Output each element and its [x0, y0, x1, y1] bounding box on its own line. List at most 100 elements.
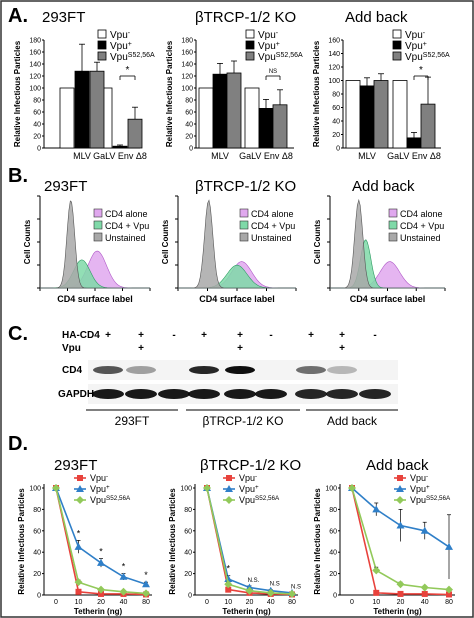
histogram-peak: [330, 198, 445, 289]
legend-swatch: [93, 232, 103, 242]
bar: [89, 70, 105, 149]
y-axis-label: Relative Infectious Particles: [17, 488, 26, 595]
data-point: [348, 484, 356, 492]
gapdh-band: [359, 389, 391, 399]
legend-label: CD4 alone: [105, 209, 148, 219]
panel-letter-c: C.: [8, 323, 28, 345]
blot-group-label: 293FT: [115, 414, 150, 428]
data-point: [396, 580, 405, 589]
gapdh-band: [158, 389, 190, 399]
legend-swatch: [388, 232, 398, 242]
legend-label: CD4 + Vpu: [251, 221, 295, 231]
legend-label: Vpu+: [258, 41, 280, 53]
y-tick-label: 100: [29, 86, 41, 93]
data-point: [97, 585, 105, 594]
data-point: [373, 589, 380, 596]
y-tick-label: 120: [328, 65, 340, 72]
legend-label: Unstained: [400, 233, 441, 243]
x-axis-label: Tetherin (ng): [373, 607, 422, 616]
legend-swatch: [245, 40, 255, 50]
significance-label: *: [122, 562, 126, 572]
bar: [258, 108, 274, 149]
legend-marker: [226, 475, 232, 481]
legend-marker: [76, 485, 84, 492]
category-label: MLV: [73, 151, 91, 161]
panel-letter-d: D.: [8, 433, 28, 455]
blot-lane-mark: +: [339, 330, 345, 341]
x-axis-label: CD4 surface label: [199, 294, 275, 304]
western-blot: HA-CD4 Vpu + + - + + - + + - + + + CD4 GAPDH 293FT βTRCP-…: [58, 330, 398, 428]
y-tick-label: 40: [33, 122, 41, 129]
x-tick-label: 20: [397, 599, 405, 606]
bar: [112, 145, 128, 149]
bar: [406, 137, 422, 149]
legend-label: VpuS52,56A: [239, 495, 280, 506]
blot-group-label: βTRCP-1/2 KO: [203, 414, 284, 428]
legend-label: Vpu+: [239, 484, 259, 495]
significance-label: *: [419, 65, 423, 76]
y-tick-label: 60: [33, 110, 41, 117]
legend-swatch: [93, 208, 103, 218]
y-tick-label: 60: [184, 528, 192, 535]
blot-lane-mark: +: [237, 343, 243, 354]
legend-swatch: [97, 40, 107, 50]
y-tick-label: 20: [332, 132, 340, 139]
legend-label: VpuS52,56A: [258, 52, 303, 64]
cd4-band: [296, 366, 326, 374]
panel-b-title-293ft: 293FT: [44, 178, 87, 195]
bar: [244, 87, 260, 149]
legend-label: CD4 + Vpu: [105, 221, 149, 231]
blot-lane-mark: +: [105, 330, 111, 341]
legend-label: VpuS52,56A: [90, 495, 131, 506]
legend-label: Vpu+: [405, 41, 427, 53]
legend-label: VpuS52,56A: [405, 52, 450, 64]
y-axis-label: Relative Infectious Particles: [13, 40, 22, 147]
category-label: GaLV Env Δ8: [387, 151, 441, 161]
gapdh-band: [224, 389, 256, 399]
bar: [373, 80, 389, 149]
data-point: [245, 586, 254, 595]
y-tick-label: 100: [328, 78, 340, 85]
x-tick-label: 80: [445, 599, 453, 606]
y-tick-label: 40: [184, 550, 192, 557]
y-tick-label: 40: [332, 119, 340, 126]
significance-label: NS: [269, 69, 277, 75]
legend-swatch: [93, 220, 103, 230]
legend-label: Unstained: [105, 233, 146, 243]
x-tick-label: 40: [421, 599, 429, 606]
blot-row-label: HA-CD4: [62, 330, 100, 341]
x-axis-label: CD4 surface label: [350, 294, 426, 304]
line-chart-3: 0 20 40 60 80 100 0 10 20 40 80 Tetherin (ng) Relati…: [313, 473, 455, 616]
panel-a-title-btrcp-ko: βTRCP-1/2 KO: [195, 9, 296, 26]
y-tick-label: 80: [33, 507, 41, 514]
data-point: [420, 583, 429, 592]
bar: [59, 87, 75, 149]
legend-label: Vpu-: [90, 473, 108, 484]
y-tick-label: 20: [184, 571, 192, 578]
y-axis-label: Relative Infectious Particles: [313, 488, 322, 595]
panel-d-title-293ft: 293FT: [54, 457, 97, 474]
significance-label: *: [126, 65, 130, 76]
legend-marker: [396, 485, 404, 492]
blot-lane-mark: +: [308, 330, 314, 341]
y-tick-label: 80: [33, 98, 41, 105]
y-axis-label: Cell Counts: [23, 219, 32, 264]
legend-swatch: [97, 51, 107, 61]
y-tick-label: 80: [332, 92, 340, 99]
y-tick-label: 0: [189, 146, 193, 153]
cd4-band: [225, 366, 255, 374]
category-label: MLV: [211, 151, 229, 161]
legend-label: Vpu-: [410, 473, 428, 484]
y-tick-label: 140: [181, 62, 193, 69]
bar: [74, 70, 90, 149]
y-tick-label: 80: [184, 507, 192, 514]
legend-label: Vpu-: [405, 30, 426, 42]
legend-swatch: [239, 208, 249, 218]
legend-swatch: [239, 220, 249, 230]
band-label: CD4: [62, 365, 82, 376]
y-tick-label: 60: [185, 110, 193, 117]
legend-label: VpuS52,56A: [410, 495, 451, 506]
y-tick-label: 100: [29, 486, 41, 493]
blot-lane-mark: +: [339, 343, 345, 354]
